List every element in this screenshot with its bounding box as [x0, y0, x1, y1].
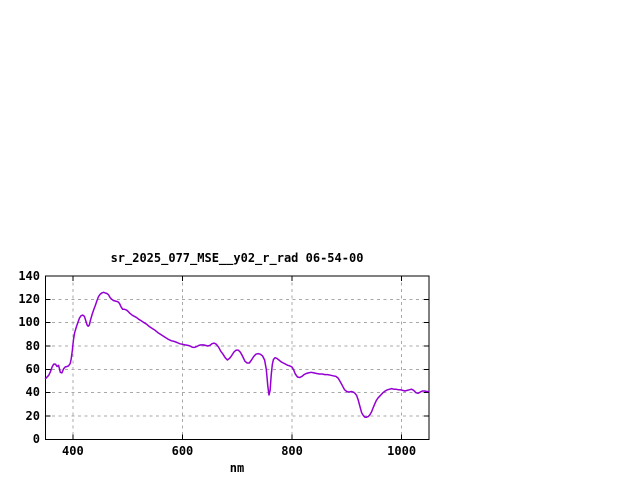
- x-tick-label: 600: [171, 444, 194, 458]
- y-tick-label: 100: [18, 315, 40, 330]
- plot-border: [45, 275, 430, 440]
- y-tick-label: 140: [18, 268, 40, 283]
- y-tick-label: 60: [25, 361, 40, 376]
- y-tick-label: 0: [32, 431, 40, 446]
- y-tick-label: 20: [25, 408, 40, 423]
- grid-lines: [45, 276, 429, 440]
- x-tick-label: 1000: [387, 444, 417, 458]
- y-tick-label: 120: [18, 291, 40, 306]
- x-tick-label: 400: [62, 444, 84, 458]
- x-axis-label: nm: [229, 461, 245, 475]
- tick-marks: [45, 275, 429, 440]
- y-tick-label: 80: [25, 338, 40, 353]
- radiance-curve: [44, 291, 430, 418]
- chart-title: sr_2025_077_MSE__y02_r_rad 06-54-00: [110, 251, 364, 265]
- x-tick-label: 800: [281, 444, 303, 458]
- y-tick-label: 40: [25, 385, 40, 400]
